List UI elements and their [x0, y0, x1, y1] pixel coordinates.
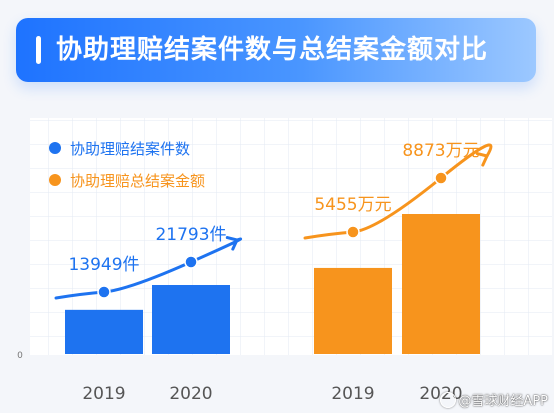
watermark-text: @雪球财经APP — [458, 394, 548, 409]
data-label-0-2020: 21793件 — [155, 225, 226, 245]
title-banner: 协助理赔结案件数与总结案金额对比 — [16, 18, 536, 82]
x-tick-label-0-2020: 2020 — [169, 384, 212, 404]
trend-curve-0 — [54, 237, 243, 300]
y-axis-zero-label: 0 — [17, 351, 23, 361]
x-tick-label-1-2019: 2019 — [331, 384, 374, 404]
legend-label-0: 协助理赔结案件数 — [70, 140, 190, 158]
legend-label-1: 协助理赔总结案金额 — [70, 172, 205, 190]
trend-point-0-2019 — [97, 285, 111, 299]
legend-marker-0 — [49, 142, 61, 154]
trend-arrowhead-1 — [475, 152, 489, 167]
data-label-0-2019: 13949件 — [68, 255, 139, 275]
trend-point-0-2020 — [184, 255, 198, 269]
trend-arrowhead-0 — [225, 236, 239, 251]
bar-0-2020 — [152, 285, 230, 354]
trend-point-1-2019 — [346, 225, 360, 239]
bar-1-2019 — [314, 267, 392, 354]
trend-point-1-2020 — [434, 171, 448, 185]
x-tick-label-0-2019: 2019 — [82, 384, 125, 404]
watermark: @雪球财经APP — [440, 390, 548, 409]
bar-0-2019 — [65, 309, 143, 354]
data-label-1-2019: 5455万元 — [314, 195, 391, 215]
legend-marker-1 — [49, 174, 61, 186]
bar-1-2020 — [402, 214, 480, 354]
title-accent-bar — [36, 36, 41, 64]
data-label-1-2020: 8873万元 — [402, 141, 479, 161]
trend-curve-1 — [303, 143, 493, 240]
page-title: 协助理赔结案件数与总结案金额对比 — [56, 35, 489, 65]
snowball-logo-icon — [440, 392, 457, 408]
